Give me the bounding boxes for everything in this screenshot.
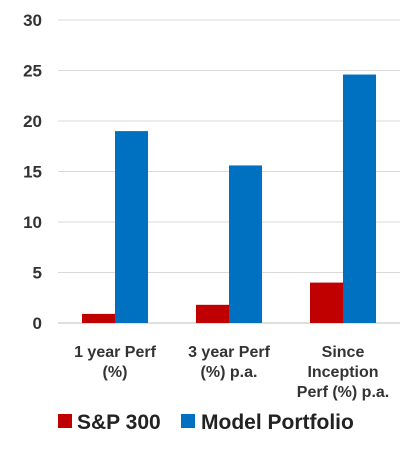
bar-sp300-1 — [196, 304, 229, 323]
legend-swatch-sp300 — [58, 414, 72, 428]
y-tick-label: 15 — [23, 163, 42, 182]
legend-swatch-model-portfolio — [181, 414, 195, 428]
legend: S&P 300 Model Portfolio — [58, 411, 354, 434]
x-category-label: Since Inception Perf (%) p.a. — [297, 344, 389, 401]
y-tick-label: 20 — [23, 112, 42, 131]
bar-model-portfolio-2 — [343, 74, 376, 323]
bar-sp300-2 — [310, 282, 343, 323]
y-tick-label: 5 — [33, 264, 42, 283]
bar-sp300-0 — [82, 313, 115, 323]
x-category-label: 1 year Perf (%) — [74, 344, 157, 381]
x-axis-categories: 1 year Perf (%) 3 year Perf (%) p.a. Since In… — [74, 344, 389, 401]
bars — [82, 74, 376, 323]
y-tick-label: 0 — [33, 314, 42, 333]
y-tick-label: 30 — [23, 11, 42, 30]
bar-model-portfolio-0 — [115, 131, 148, 323]
y-tick-label: 10 — [23, 213, 42, 232]
x-category-label: 3 year Perf (%) p.a. — [188, 344, 271, 381]
y-axis-ticks: 0 5 10 15 20 25 30 — [23, 11, 42, 333]
y-tick-label: 25 — [23, 62, 42, 81]
legend-label-sp300: S&P 300 — [77, 411, 161, 434]
bar-model-portfolio-1 — [229, 165, 262, 323]
legend-label-model-portfolio: Model Portfolio — [201, 411, 354, 434]
